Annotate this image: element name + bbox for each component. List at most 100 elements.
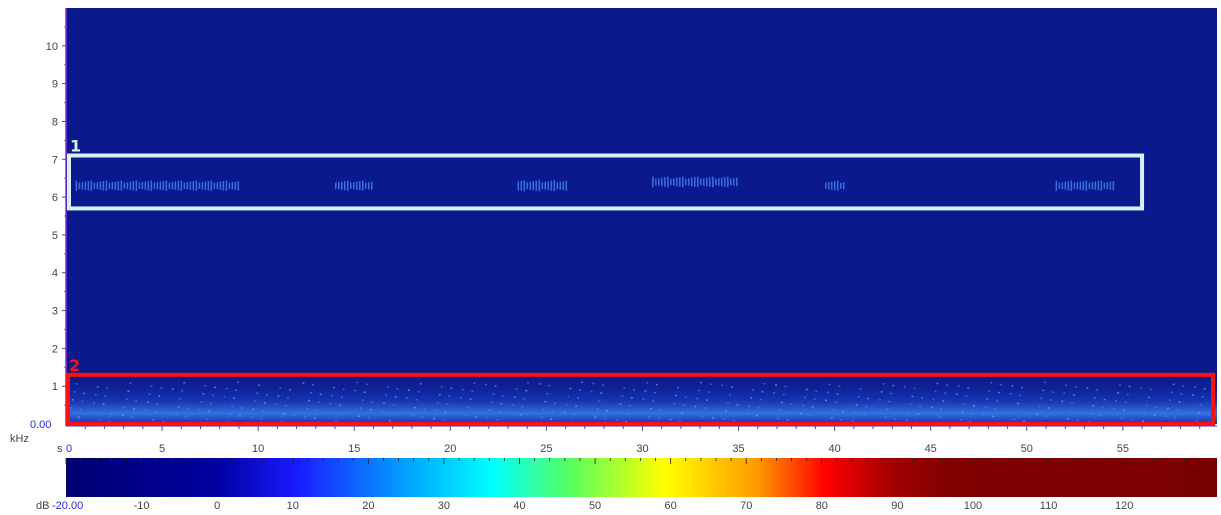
- noise-speck: [433, 417, 436, 420]
- burst-line: [129, 181, 132, 190]
- noise-speck: [882, 383, 885, 385]
- noise-speck: [81, 400, 84, 403]
- noise-speck: [1192, 394, 1195, 396]
- noise-speck: [677, 386, 680, 389]
- noise-speck: [233, 397, 236, 400]
- noise-speck: [1180, 393, 1183, 395]
- noise-speck: [867, 397, 870, 400]
- noise-speck: [698, 389, 701, 392]
- freq-tick-label: 8: [52, 116, 58, 128]
- noise-speck: [390, 412, 393, 414]
- noise-speck: [438, 393, 441, 396]
- noise-speck: [423, 408, 426, 411]
- noise-speck: [694, 405, 697, 408]
- burst-line: [664, 177, 666, 187]
- noise-speck: [842, 410, 845, 413]
- noise-speck: [965, 395, 968, 397]
- noise-speck: [838, 385, 841, 387]
- noise-speck: [971, 412, 974, 415]
- noise-speck: [757, 406, 760, 409]
- burst-line: [679, 177, 681, 187]
- noise-speck: [890, 392, 893, 395]
- noise-speck: [786, 419, 789, 421]
- noise-speck: [650, 407, 653, 410]
- burst-line: [565, 180, 568, 191]
- noise-speck: [972, 404, 975, 407]
- burst-line: [341, 181, 343, 190]
- noise-speck: [932, 398, 935, 401]
- noise-speck: [946, 384, 949, 386]
- noise-speck: [225, 387, 228, 390]
- burst-line: [138, 182, 141, 189]
- noise-speck: [252, 408, 255, 410]
- noise-speck: [440, 385, 443, 388]
- colorbar-tick-label: 30: [438, 500, 450, 512]
- annotation-label-2: 2: [69, 356, 80, 375]
- burst-line: [222, 181, 225, 191]
- burst-line: [362, 180, 364, 191]
- noise-speck: [133, 408, 136, 410]
- noise-speck: [825, 399, 828, 402]
- burst-line: [526, 182, 529, 190]
- burst-line: [87, 181, 90, 191]
- time-tick-label: 15: [348, 443, 360, 455]
- noise-speck: [705, 399, 708, 401]
- noise-speck: [673, 402, 676, 405]
- noise-speck: [335, 420, 338, 423]
- noise-speck: [986, 398, 989, 400]
- noise-speck: [265, 394, 268, 396]
- noise-speck: [263, 402, 266, 404]
- noise-speck: [1207, 413, 1210, 416]
- burst-line: [1070, 180, 1073, 191]
- noise-speck: [984, 406, 987, 408]
- noise-speck: [442, 419, 445, 422]
- noise-speck: [1124, 401, 1127, 404]
- burst-line: [231, 182, 234, 190]
- noise-band: [66, 371, 1217, 424]
- burst-line: [673, 178, 675, 186]
- noise-speck: [1094, 397, 1097, 399]
- noise-speck: [669, 418, 672, 421]
- noise-speck: [801, 404, 804, 407]
- burst-line: [828, 182, 830, 190]
- noise-speck: [999, 383, 1002, 386]
- noise-speck: [308, 399, 311, 402]
- noise-speck: [1174, 417, 1177, 419]
- colorbar-tick-label: 120: [1115, 500, 1133, 512]
- noise-speck: [204, 384, 207, 387]
- noise-speck: [988, 390, 991, 392]
- noise-speck: [473, 382, 476, 384]
- noise-speck: [1201, 396, 1204, 398]
- noise-speck: [313, 417, 316, 420]
- noise-speck: [605, 410, 608, 412]
- noise-speck: [1165, 415, 1168, 418]
- burst-line: [90, 180, 93, 191]
- noise-speck: [417, 390, 420, 393]
- noise-speck: [878, 399, 881, 401]
- burst-line: [667, 176, 669, 188]
- noise-speck: [286, 397, 289, 399]
- noise-speck: [77, 416, 80, 419]
- burst-line: [132, 181, 135, 191]
- noise-speck: [859, 388, 862, 390]
- noise-speck: [419, 382, 422, 385]
- noise-speck: [834, 401, 837, 403]
- noise-speck: [625, 420, 628, 423]
- colorbar-tick-label: 100: [964, 500, 982, 512]
- noise-speck: [863, 413, 866, 416]
- noise-speck: [1143, 412, 1146, 415]
- colorbar: [66, 458, 1217, 497]
- burst-line: [1103, 182, 1106, 189]
- noise-speck: [540, 416, 543, 419]
- noise-speck: [1113, 408, 1116, 410]
- noise-speck: [602, 384, 605, 386]
- burst-line: [174, 181, 177, 190]
- noise-speck: [317, 401, 320, 404]
- colorbar-tick-label: 40: [513, 500, 525, 512]
- noise-speck: [104, 395, 107, 398]
- noise-speck: [384, 394, 387, 396]
- noise-speck: [1120, 417, 1123, 420]
- burst-line: [237, 181, 240, 191]
- burst-line: [700, 178, 702, 186]
- noise-speck: [659, 409, 662, 412]
